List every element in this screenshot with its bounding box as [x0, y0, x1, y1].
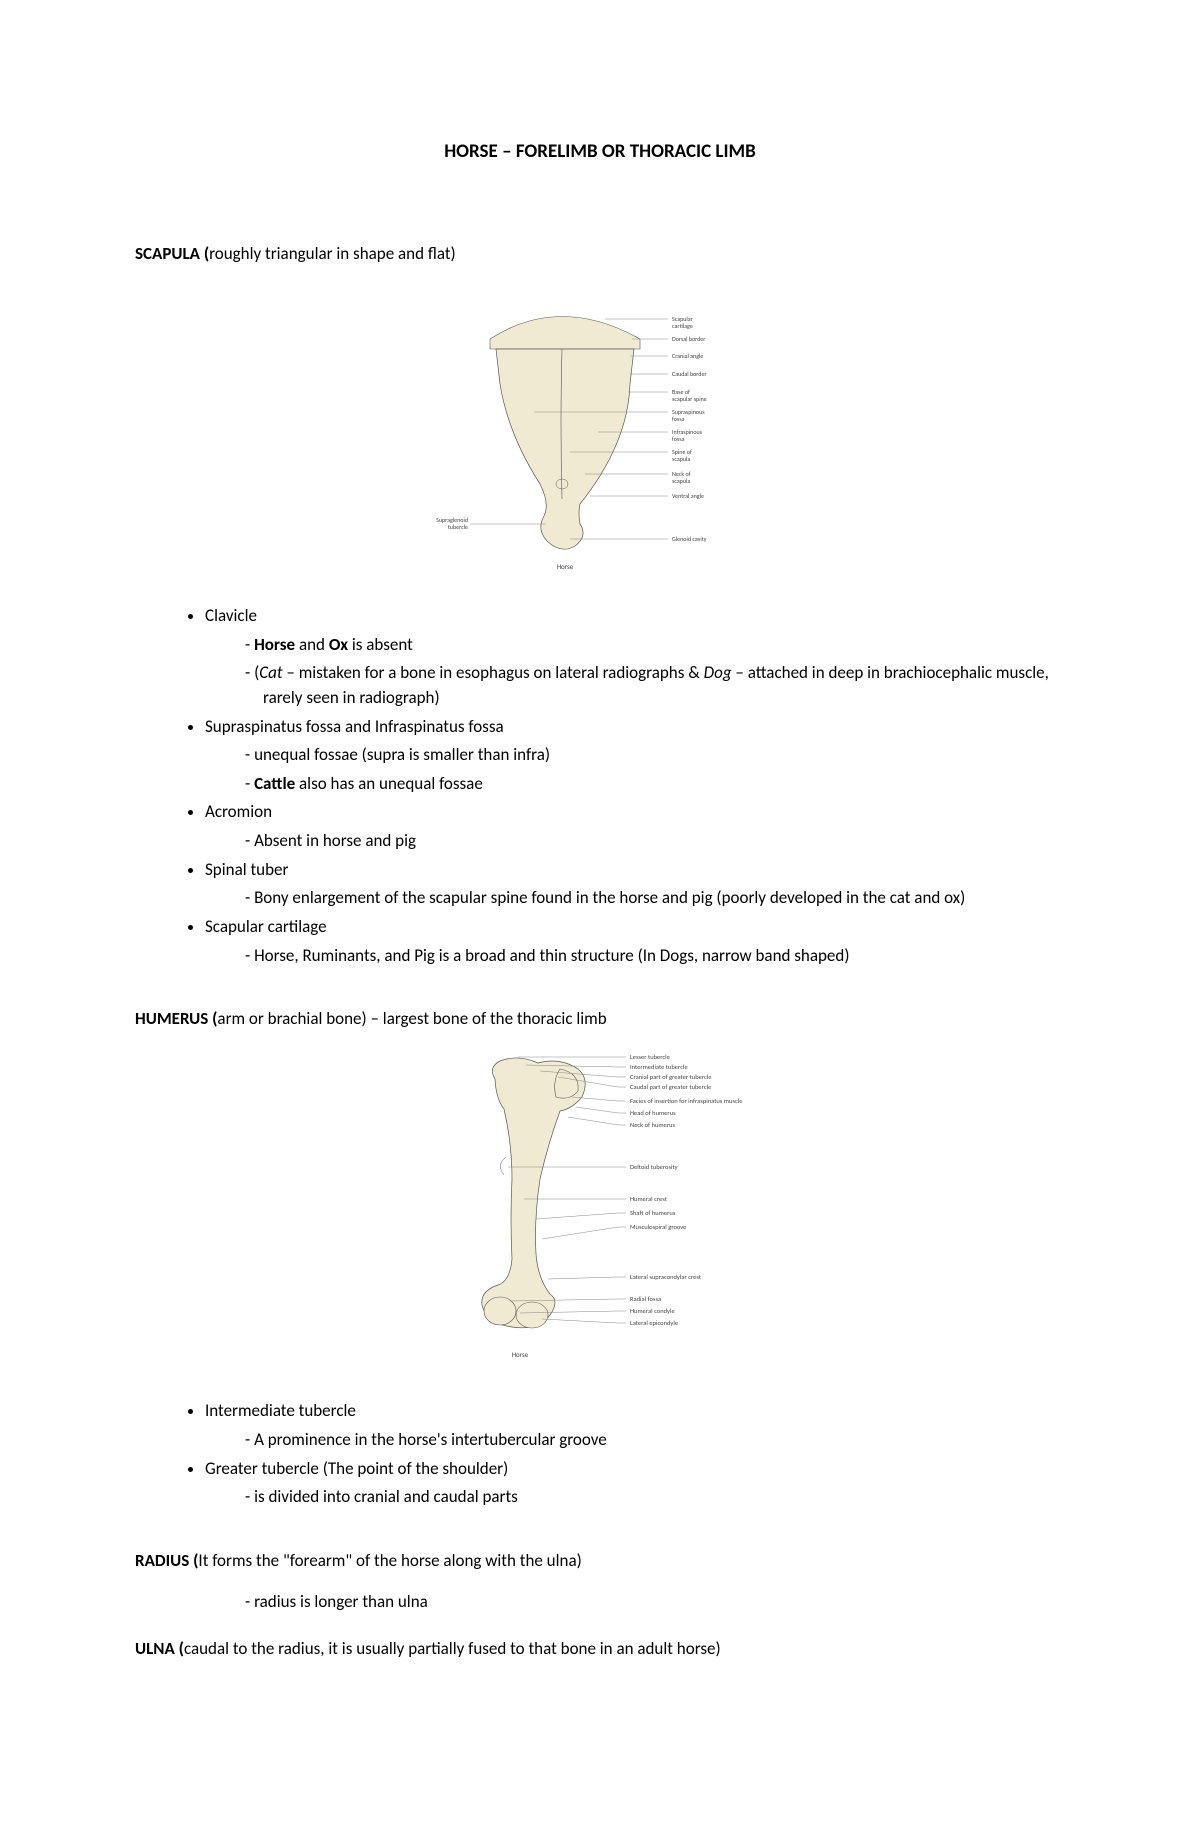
radius-heading-bold: RADIUS ( — [135, 1550, 198, 1571]
list-item: ClavicleHorse and Ox is absent(Cat – mis… — [205, 604, 1065, 711]
svg-text:Neck of humerus: Neck of humerus — [630, 1121, 675, 1129]
svg-text:Scapularcartilage: Scapularcartilage — [672, 315, 693, 330]
sub-item: unequal fossae (supra is smaller than in… — [245, 743, 1065, 768]
radius-sub-item: radius is longer than ulna — [245, 1591, 1065, 1612]
sub-item: Horse and Ox is absent — [245, 633, 1065, 658]
humerus-svg: Lesser tubercle Intermediate tubercle Cran… — [400, 1049, 800, 1369]
document-page: HORSE – FORELIMB OR THORACIC LIMB SCAPUL… — [0, 0, 1200, 1759]
svg-text:Caudal part of greater tubercl: Caudal part of greater tubercle — [630, 1083, 711, 1091]
sub-item: (Cat – mistaken for a bone in esophagus … — [245, 661, 1065, 710]
svg-text:Base ofscapular spine: Base ofscapular spine — [672, 388, 707, 403]
svg-text:Head of humerus: Head of humerus — [630, 1109, 676, 1117]
scapula-heading: SCAPULA (roughly triangular in shape and… — [135, 243, 1065, 264]
svg-text:Shaft of humerus: Shaft of humerus — [630, 1209, 676, 1217]
sub-list: A prominence in the horse's intertubercu… — [205, 1428, 1065, 1453]
humerus-list: Intermediate tubercleA prominence in the… — [135, 1399, 1065, 1510]
list-item: AcromionAbsent in horse and pig — [205, 800, 1065, 853]
svg-text:Facies of insertion for infras: Facies of insertion for infraspinatus mu… — [630, 1097, 742, 1105]
svg-text:Neck ofscapula: Neck ofscapula — [672, 470, 691, 485]
svg-text:Horse: Horse — [557, 562, 574, 571]
svg-text:Cranial part of greater tuberc: Cranial part of greater tubercle — [630, 1073, 712, 1081]
svg-text:Infraspinousfossa: Infraspinousfossa — [672, 428, 703, 443]
svg-text:Deltoid tuberosity: Deltoid tuberosity — [630, 1163, 678, 1171]
sub-list: unequal fossae (supra is smaller than in… — [205, 743, 1065, 796]
humerus-heading: HUMERUS (arm or brachial bone) – largest… — [135, 1008, 1065, 1029]
radius-heading: RADIUS (It forms the "forearm" of the ho… — [135, 1550, 1065, 1571]
sub-item: A prominence in the horse's intertubercu… — [245, 1428, 1065, 1453]
list-item: Spinal tuberBony enlargement of the scap… — [205, 858, 1065, 911]
svg-text:Lesser tubercle: Lesser tubercle — [630, 1053, 670, 1061]
scapula-heading-rest: roughly triangular in shape and flat) — [209, 243, 456, 264]
svg-text:Lateral epicondyle: Lateral epicondyle — [630, 1319, 678, 1327]
svg-text:Cranial angle: Cranial angle — [672, 352, 703, 360]
sub-item: is divided into cranial and caudal parts — [245, 1485, 1065, 1510]
sub-item: Bony enlargement of the scapular spine f… — [245, 886, 1065, 911]
svg-text:Horse: Horse — [512, 1350, 529, 1359]
sub-item: Cattle also has an unequal fossae — [245, 772, 1065, 797]
radius-heading-rest: It forms the "forearm" of the horse alon… — [198, 1550, 581, 1571]
svg-text:Lateral supracondylar crest: Lateral supracondylar crest — [630, 1273, 702, 1281]
scapula-list: ClavicleHorse and Ox is absent(Cat – mis… — [135, 604, 1065, 968]
sub-list: Bony enlargement of the scapular spine f… — [205, 886, 1065, 911]
sub-list: Horse and Ox is absent (Cat – mistaken fo… — [205, 633, 1065, 711]
svg-text:Musculospiral groove: Musculospiral groove — [630, 1223, 686, 1231]
list-item: Intermediate tubercleA prominence in the… — [205, 1399, 1065, 1452]
svg-text:Radial fossa: Radial fossa — [630, 1295, 661, 1303]
sub-item: Absent in horse and pig — [245, 829, 1065, 854]
svg-text:Spine ofscapula: Spine ofscapula — [672, 448, 692, 463]
svg-text:Ventral angle: Ventral angle — [672, 492, 704, 500]
svg-text:Caudal border: Caudal border — [672, 370, 707, 378]
svg-text:Glenoid cavity: Glenoid cavity — [672, 535, 707, 543]
sub-item: Horse, Ruminants, and Pig is a broad and… — [245, 944, 1065, 969]
radius-sub-list: radius is longer than ulna — [135, 1591, 1065, 1612]
scapula-heading-bold: SCAPULA ( — [135, 243, 209, 264]
svg-text:Supraglenoidtubercle: Supraglenoidtubercle — [436, 516, 468, 531]
ulna-heading-rest: caudal to the radius, it is usually part… — [184, 1638, 721, 1659]
humerus-heading-rest: arm or brachial bone) – largest bone of … — [217, 1008, 606, 1029]
svg-text:Humeral crest: Humeral crest — [630, 1195, 668, 1203]
humerus-diagram: Lesser tubercle Intermediate tubercle Cran… — [135, 1049, 1065, 1369]
svg-text:Humeral condyle: Humeral condyle — [630, 1307, 675, 1315]
svg-text:Supraspinousfossa: Supraspinousfossa — [672, 408, 705, 423]
ulna-heading-bold: ULNA ( — [135, 1638, 184, 1659]
sub-list: Absent in horse and pig — [205, 829, 1065, 854]
list-item: Greater tubercle (The point of the shoul… — [205, 1457, 1065, 1510]
scapula-diagram: Scapularcartilage Dorsal border Cranial an… — [135, 284, 1065, 574]
list-item: Supraspinatus fossa and Infraspinatus fo… — [205, 715, 1065, 797]
svg-text:Dorsal border: Dorsal border — [672, 335, 705, 343]
sub-list: Horse, Ruminants, and Pig is a broad and… — [205, 944, 1065, 969]
svg-text:Intermediate tubercle: Intermediate tubercle — [630, 1063, 688, 1071]
list-item: Scapular cartilageHorse, Ruminants, and … — [205, 915, 1065, 968]
ulna-heading: ULNA (caudal to the radius, it is usuall… — [135, 1638, 1065, 1659]
humerus-heading-bold: HUMERUS ( — [135, 1008, 217, 1029]
scapula-svg: Scapularcartilage Dorsal border Cranial an… — [430, 284, 770, 574]
page-title: HORSE – FORELIMB OR THORACIC LIMB — [135, 140, 1065, 163]
sub-list: is divided into cranial and caudal parts — [205, 1485, 1065, 1510]
